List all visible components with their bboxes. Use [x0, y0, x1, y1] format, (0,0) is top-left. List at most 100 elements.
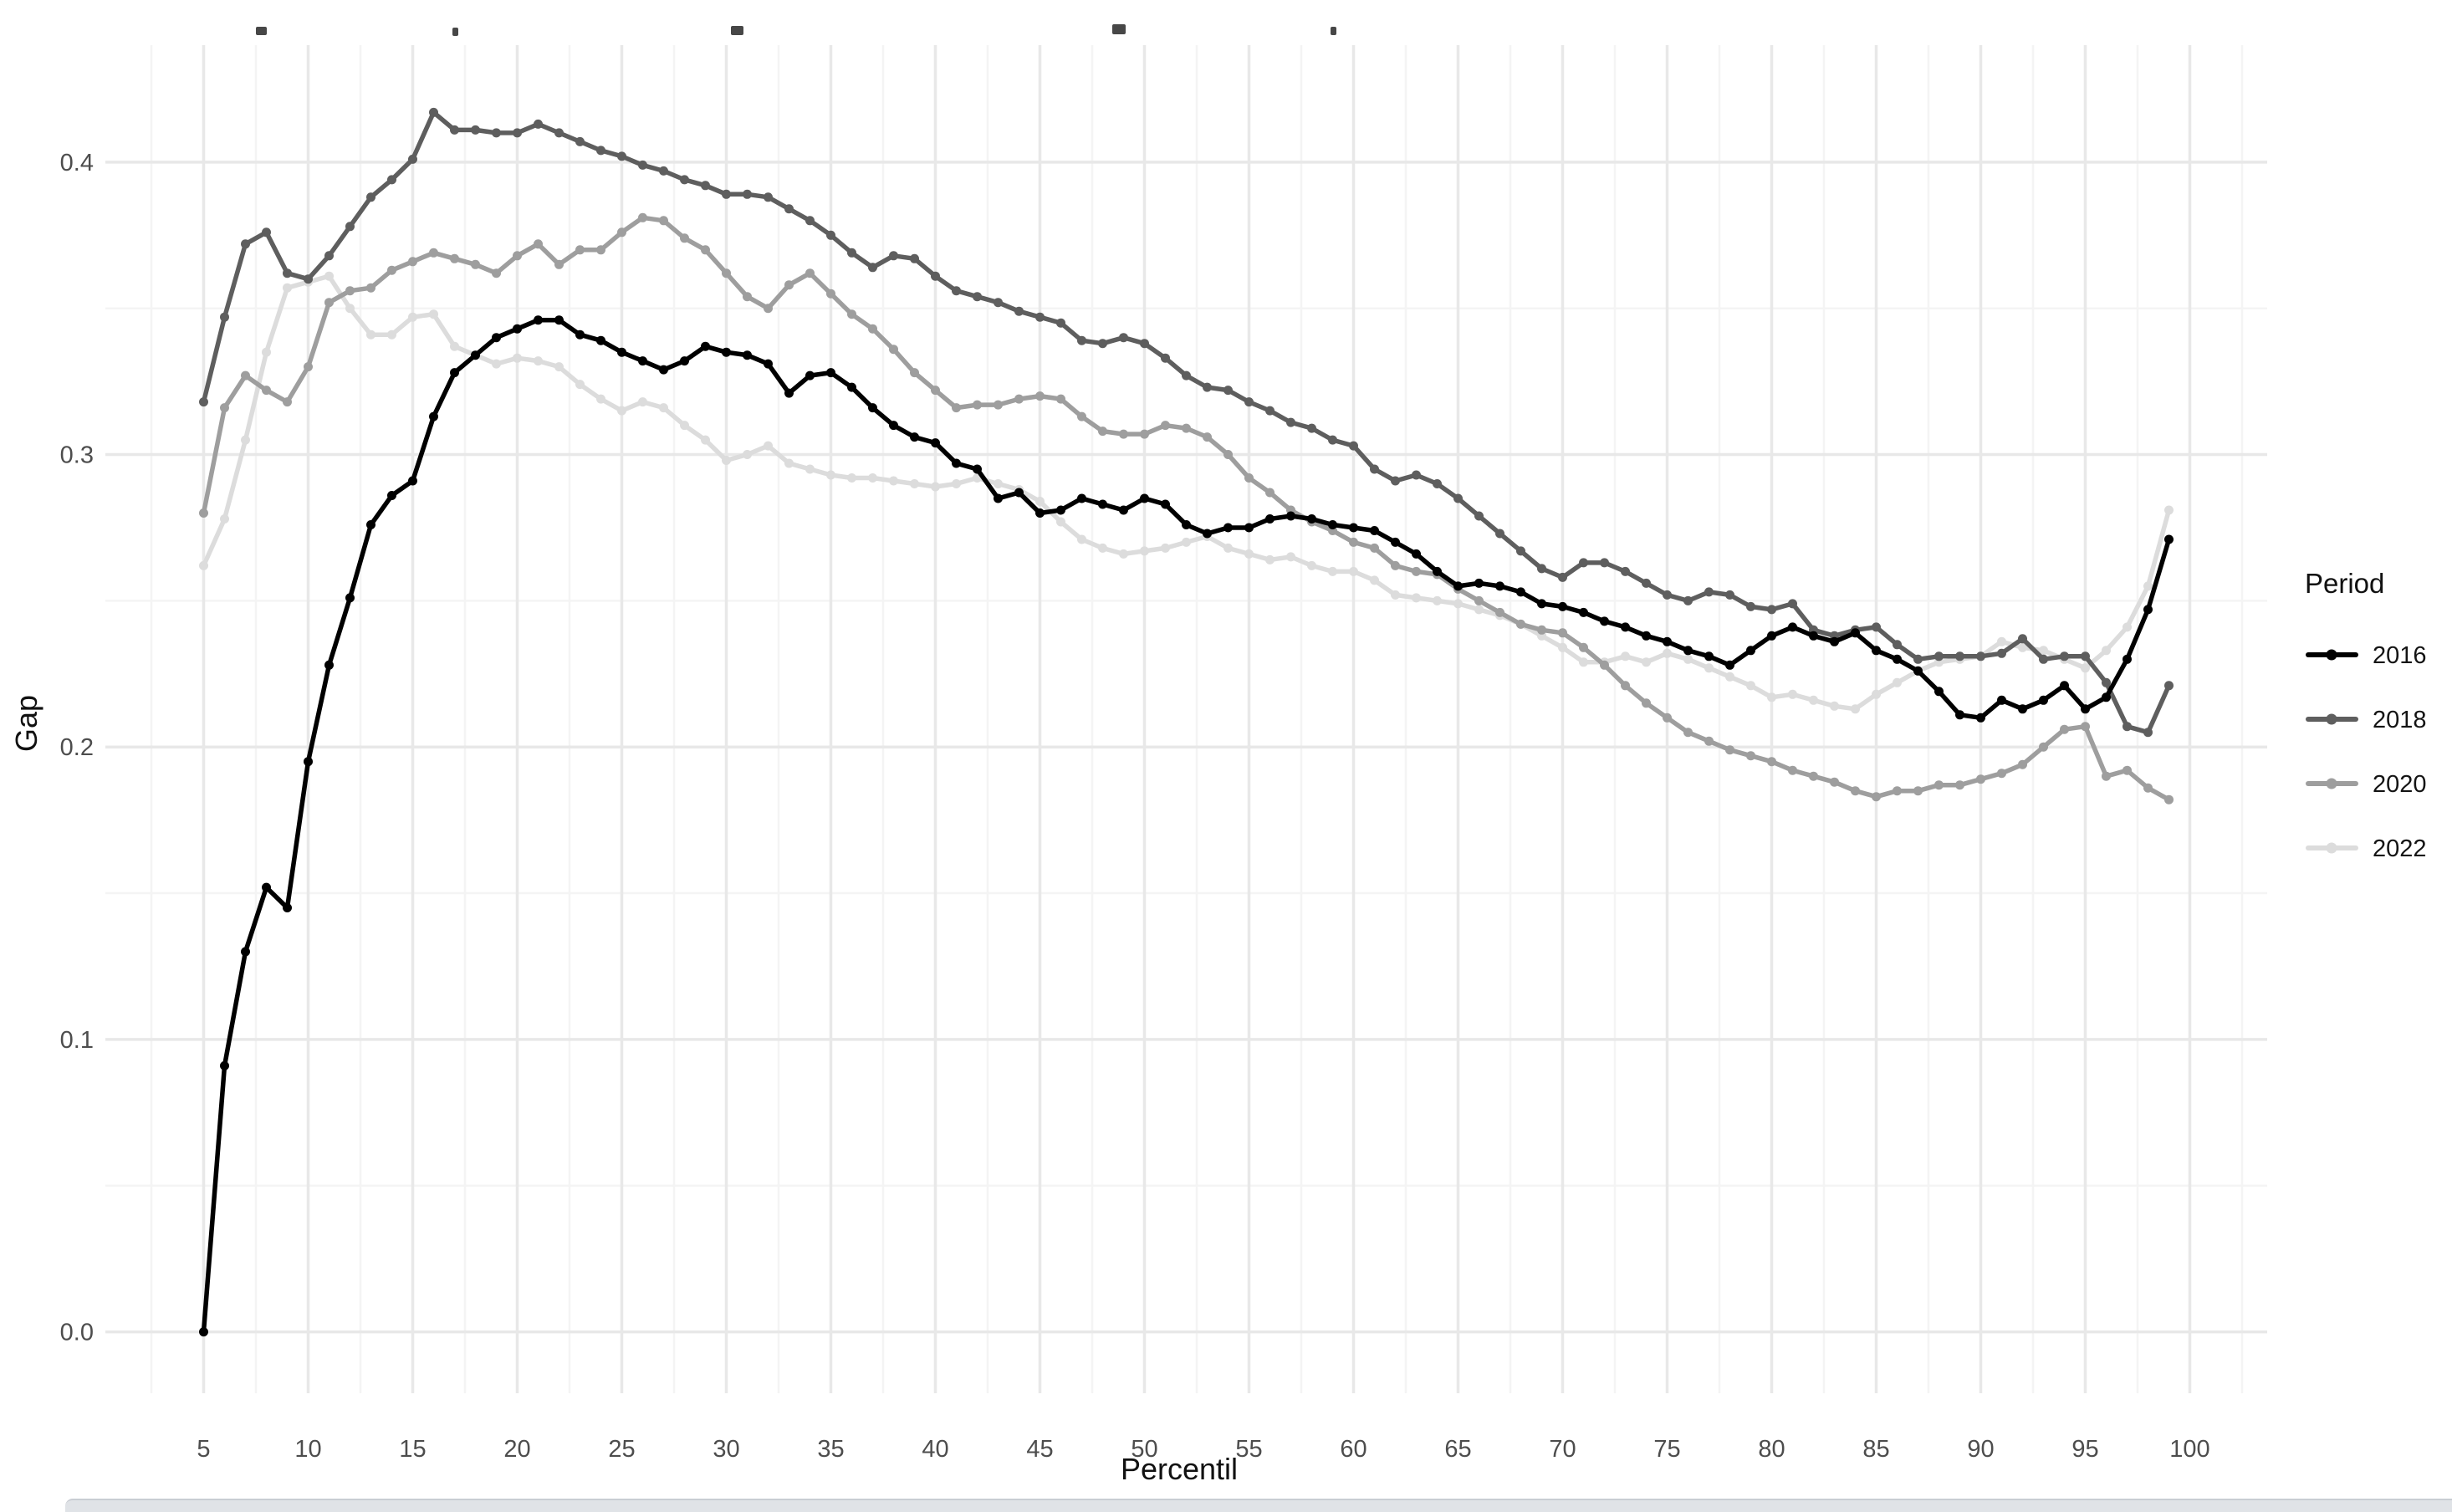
series-2016-point — [534, 315, 543, 325]
series-2020-point — [1600, 660, 1609, 670]
series-2016-point — [1433, 566, 1442, 576]
series-2022-point — [1056, 517, 1065, 527]
data-series — [199, 107, 2174, 1337]
series-2016-point — [1495, 581, 1504, 591]
series-2016-point — [575, 329, 585, 340]
y-tick-label-0.0: 0.0 — [60, 1320, 94, 1346]
series-2020-point — [1997, 769, 2006, 779]
series-2016-point — [1642, 631, 1651, 641]
series-2018-point — [2039, 654, 2048, 664]
series-2016-point — [784, 388, 794, 398]
series-2022-point — [1621, 651, 1630, 662]
series-2018-point — [1600, 558, 1609, 568]
series-2016-point — [1098, 499, 1107, 509]
y-axis-title: Gap — [9, 695, 43, 752]
series-2020-point — [1913, 786, 1923, 796]
legend-key-point-2020 — [2326, 778, 2337, 789]
series-2020-point — [554, 259, 564, 269]
series-2018-point — [1913, 654, 1923, 664]
series-2018-point — [1746, 601, 1755, 611]
series-2016-point — [2060, 681, 2069, 691]
series-2018-point — [784, 204, 794, 214]
series-2022-point — [1809, 695, 1818, 705]
series-2016-point — [952, 458, 961, 468]
series-2016-point — [450, 368, 459, 378]
series-2018-point — [1056, 318, 1065, 328]
series-2020-point — [1391, 560, 1400, 570]
series-2018-point — [952, 286, 961, 296]
window-bottom-edge-strip — [65, 1499, 2452, 1512]
series-2022-point — [722, 456, 731, 465]
series-2018-point — [1265, 406, 1275, 416]
series-2018-point — [701, 181, 710, 191]
series-2018-point — [575, 136, 585, 146]
series-2016-point — [262, 882, 271, 892]
series-2018-point — [1433, 479, 1442, 488]
series-2020-point — [262, 386, 271, 396]
series-2020-point — [1579, 642, 1588, 652]
series-2016-point — [1725, 660, 1734, 670]
series-2020-point — [1056, 394, 1065, 404]
series-2022-point — [1474, 605, 1484, 615]
series-2020-point — [283, 397, 292, 407]
series-2016-point — [847, 382, 856, 392]
series-2020-point — [889, 345, 898, 355]
series-2020-point — [2102, 771, 2111, 781]
series-2020-point — [1704, 736, 1714, 746]
series-2022-point — [889, 476, 898, 486]
series-2016-point — [1203, 529, 1212, 539]
series-2018-point — [847, 248, 856, 258]
series-2020-point — [2018, 759, 2027, 769]
series-2022-point — [2039, 646, 2048, 656]
series-2020-point — [513, 251, 522, 261]
series-2018-point — [1077, 335, 1086, 345]
series-2022-point — [2018, 642, 2027, 652]
series-2016-point — [1704, 651, 1714, 662]
series-2020-point — [1098, 427, 1107, 437]
series-2018-point — [722, 189, 731, 199]
series-2022-point — [1140, 546, 1149, 556]
series-2018-point — [1244, 397, 1254, 407]
series-2016-point — [387, 491, 396, 500]
series-2022-point — [2123, 622, 2132, 632]
series-2016-point — [931, 438, 940, 448]
series-2016-point — [1182, 520, 1191, 529]
series-2018-point — [596, 146, 605, 156]
series-2020-point — [1244, 473, 1254, 483]
series-2018-point — [1035, 312, 1045, 322]
series-2022-point — [1851, 704, 1860, 714]
series-2022-point — [910, 479, 919, 488]
series-2022 — [199, 271, 2174, 714]
series-2022-point — [680, 421, 689, 431]
series-2020-point — [534, 239, 543, 249]
series-2020-point — [1725, 745, 1734, 755]
series-2020-point — [1683, 728, 1693, 738]
series-2022-point — [366, 329, 375, 340]
series-2016-point — [2102, 692, 2111, 702]
series-2020-point — [241, 370, 250, 381]
series-2018-point — [994, 298, 1003, 308]
legend-entry-2016: 2016 — [2306, 642, 2427, 669]
series-2020-point — [471, 259, 480, 269]
series-2020-point — [1223, 450, 1233, 459]
legend-entry-2022: 2022 — [2306, 835, 2427, 862]
series-2020-point — [1955, 780, 1964, 790]
series-2018-point — [471, 125, 480, 135]
series-2016-point — [2018, 704, 2027, 714]
series-2022-point — [931, 482, 940, 492]
series-2016-point — [1265, 514, 1275, 524]
series-2018-point — [534, 119, 543, 129]
x-tick-label-35: 35 — [817, 1436, 844, 1463]
series-2018-point — [1203, 382, 1212, 392]
series-2020-point — [1621, 681, 1630, 691]
series-2016-line — [201, 317, 2172, 1335]
series-2018-point — [1955, 651, 1964, 662]
series-2022-point — [1412, 593, 1421, 603]
series-2020-point — [575, 245, 585, 255]
cropped-title-glyph-fragment — [256, 27, 267, 35]
series-2016-point — [2123, 654, 2132, 664]
y-tick-label-0.2: 0.2 — [60, 734, 94, 761]
series-2020-point — [1349, 537, 1358, 547]
legend-label-2020: 2020 — [2373, 771, 2427, 798]
